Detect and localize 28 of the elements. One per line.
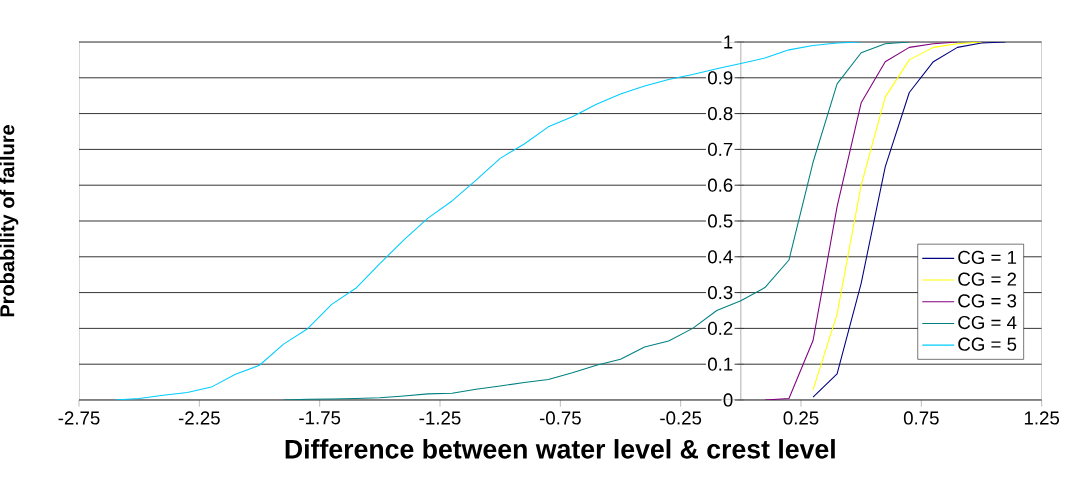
x-tick-label: -1.75 [299,411,341,425]
y-axis-title: Probability of failure [0,125,19,317]
y-tick-label: 0.6 [708,178,733,192]
x-tick-label: -0.75 [539,411,581,425]
line-series [764,41,958,400]
legend-label: CG = 2 [958,272,1017,286]
x-tick-label: 0.25 [783,411,819,425]
y-tick-label: 0.7 [708,142,733,156]
x-tick-label: 0.75 [903,411,939,425]
x-tick-label: 1.25 [1024,411,1060,425]
x-tick-label: -1.25 [419,411,461,425]
y-tick-label: 0.5 [708,214,733,228]
y-tick-label: 0.9 [708,71,733,85]
x-tick-label: -2.75 [58,411,100,425]
legend-label: CG = 5 [958,337,1017,351]
y-tick-label: 0.2 [708,321,733,335]
y-tick-label: 0 [723,393,733,407]
legend-label: CG = 1 [958,250,1017,265]
y-tick-label: 0.8 [708,106,733,121]
x-tick-label: -2.25 [178,411,220,425]
y-tick-label: 1 [724,35,733,49]
y-tick-label: 0.1 [708,357,733,371]
legend-label: CG = 4 [958,315,1017,330]
x-axis-title: Difference between water level & crest level [285,439,835,459]
x-tick-label: -0.25 [660,411,702,425]
legend-label: CG = 3 [958,294,1017,308]
y-tick-label: 0.4 [708,250,733,264]
y-tick-label: 0.3 [708,285,733,300]
